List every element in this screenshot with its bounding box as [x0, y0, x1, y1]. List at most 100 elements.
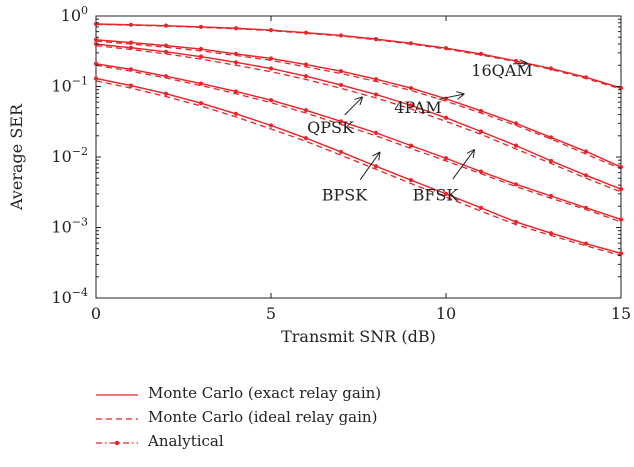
analytical-marker	[618, 251, 624, 256]
analytical-marker	[408, 41, 414, 46]
analytical-marker	[513, 121, 519, 126]
analytical-marker	[443, 46, 449, 51]
y-axis-label: Average SER	[7, 103, 26, 211]
ideal-curve	[95, 40, 622, 170]
ideal-curve	[95, 64, 622, 223]
annotation-4pam: 4PAM	[394, 98, 441, 117]
curves	[93, 21, 624, 257]
analytical-marker	[93, 37, 99, 42]
analytical-marker	[338, 33, 344, 38]
analytical-marker	[513, 143, 519, 148]
y-tick-label: 100	[61, 4, 88, 25]
analytical-marker	[583, 75, 589, 80]
analytical-marker	[338, 82, 344, 88]
analytical-marker	[233, 89, 239, 94]
analytical-marker	[303, 62, 309, 67]
analytical-marker	[583, 205, 589, 210]
analytical-curve	[95, 77, 622, 254]
analytical-marker	[583, 173, 589, 178]
solid-line-swatch	[96, 394, 138, 396]
analytical-curve	[95, 39, 622, 168]
analytical-marker	[128, 83, 134, 88]
annotation-16qam: 16QAM	[471, 61, 532, 80]
x-tick-label: 0	[91, 304, 101, 323]
analytical-marker	[548, 135, 554, 140]
ideal-curve	[95, 44, 622, 193]
analytical-marker	[163, 74, 169, 79]
analytical-marker	[373, 37, 379, 42]
x-tick-label: 5	[266, 304, 276, 323]
series-bpsk	[93, 76, 624, 257]
series-bfsk	[93, 61, 624, 223]
analytical-marker	[373, 130, 379, 135]
analytical-curve	[95, 63, 622, 220]
analytical-marker	[478, 129, 484, 134]
analytical-marker	[443, 115, 449, 120]
annotation-arrow	[344, 97, 362, 116]
ideal-curve	[95, 80, 622, 257]
analytical-marker	[163, 23, 169, 28]
analytical-marker	[128, 45, 134, 50]
analytical-marker	[198, 54, 204, 59]
analytical-marker	[618, 187, 624, 192]
analytical-marker	[548, 231, 554, 236]
analytical-marker	[443, 191, 449, 196]
analytical-marker	[548, 193, 554, 199]
analytical-marker	[198, 81, 204, 86]
analytical-marker	[163, 43, 169, 48]
analytical-marker	[408, 143, 414, 148]
x-tick-label: 15	[611, 304, 631, 323]
ser-chart: 16QAM 4PAM QPSK BFSK BPSK 0 5 10 15 100 10−1 10−2 1…	[7, 4, 631, 346]
analytical-marker	[373, 77, 379, 82]
analytical-marker	[198, 24, 204, 30]
analytical-marker	[548, 66, 554, 71]
analytical-marker	[303, 136, 309, 141]
y-tick-label: 10−4	[51, 286, 88, 307]
analytical-marker	[478, 169, 484, 174]
analytical-marker	[583, 241, 589, 246]
analytical-marker	[478, 205, 484, 210]
analytical-marker	[338, 119, 344, 124]
analytical-marker	[128, 67, 134, 72]
legend-label: Monte Carlo (ideal relay gain)	[148, 408, 378, 426]
analytical-marker	[233, 51, 239, 57]
annotation-qpsk: QPSK	[307, 118, 355, 137]
y-tick-label: 10−2	[51, 145, 88, 166]
analytical-marker	[233, 111, 239, 116]
analytical-marker	[233, 60, 239, 65]
analytical-marker	[233, 26, 239, 31]
analytical-marker	[618, 85, 624, 91]
analytical-marker	[583, 149, 589, 154]
analytical-marker	[268, 56, 274, 61]
x-tick-label: 10	[436, 304, 456, 323]
analytical-marker	[268, 98, 274, 103]
analytical-marker	[373, 164, 379, 169]
series-16qam	[93, 21, 624, 91]
analytical-marker	[408, 178, 414, 183]
analytical-marker	[128, 40, 134, 45]
analytical-marker	[93, 76, 99, 81]
series-qpsk	[93, 41, 624, 193]
analytical-marker	[268, 28, 274, 33]
analytical-marker	[198, 46, 204, 52]
analytical-marker	[268, 66, 274, 71]
analytical-marker	[338, 149, 344, 155]
x-axis-label: Transmit SNR (dB)	[281, 327, 436, 346]
exact-curve	[95, 39, 622, 168]
series-4pam	[93, 37, 624, 170]
annotation-arrow	[452, 150, 474, 180]
analytical-marker	[443, 156, 449, 161]
exact-curve	[95, 43, 622, 190]
ideal-curve	[95, 23, 622, 90]
analytical-marker	[513, 219, 519, 225]
analytical-marker	[513, 182, 519, 187]
analytical-marker	[198, 101, 204, 106]
analytical-marker	[478, 108, 484, 114]
analytical-marker	[513, 58, 519, 64]
analytical-marker	[338, 69, 344, 74]
y-tick-label: 10−3	[51, 216, 88, 237]
analytical-marker	[618, 164, 624, 170]
annotation-bpsk: BPSK	[322, 186, 368, 205]
annotation-arrow	[359, 153, 379, 180]
analytical-curve	[95, 43, 622, 190]
